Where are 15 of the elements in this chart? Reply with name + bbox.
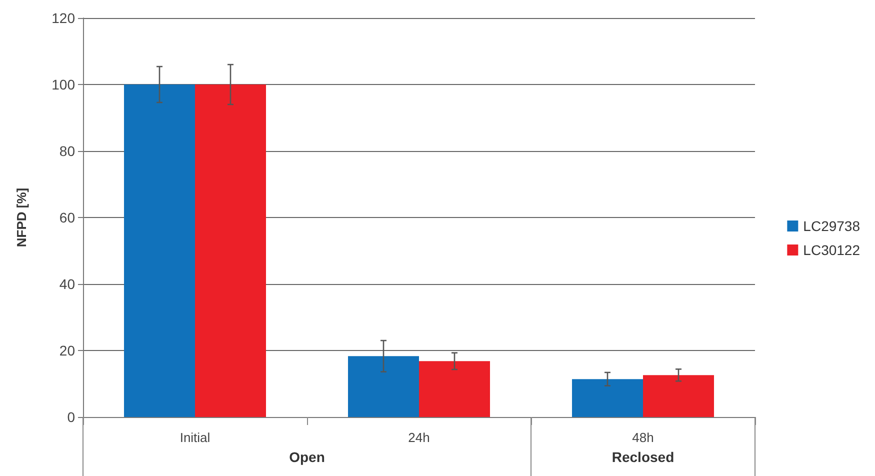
y-tick-label: 20 xyxy=(59,342,76,358)
y-tick-label: 120 xyxy=(52,10,76,26)
y-axis-title: NFPD [%] xyxy=(14,188,29,248)
x-tick-label: 48h xyxy=(632,430,654,445)
text: Open xyxy=(289,449,325,465)
legend-label: LC29738 xyxy=(803,218,860,234)
y-tick-label: 0 xyxy=(67,409,76,425)
legend-label: LC30122 xyxy=(803,242,860,258)
y-tick-label: 60 xyxy=(59,210,76,226)
y-tick-label: 40 xyxy=(59,276,76,292)
y-tick-label: 100 xyxy=(52,76,76,92)
x-tick-label: Initial xyxy=(180,430,210,445)
y-tick-label: 80 xyxy=(59,143,76,159)
text: Reclosed xyxy=(612,449,674,465)
x-tick-label: 24h xyxy=(408,430,430,445)
